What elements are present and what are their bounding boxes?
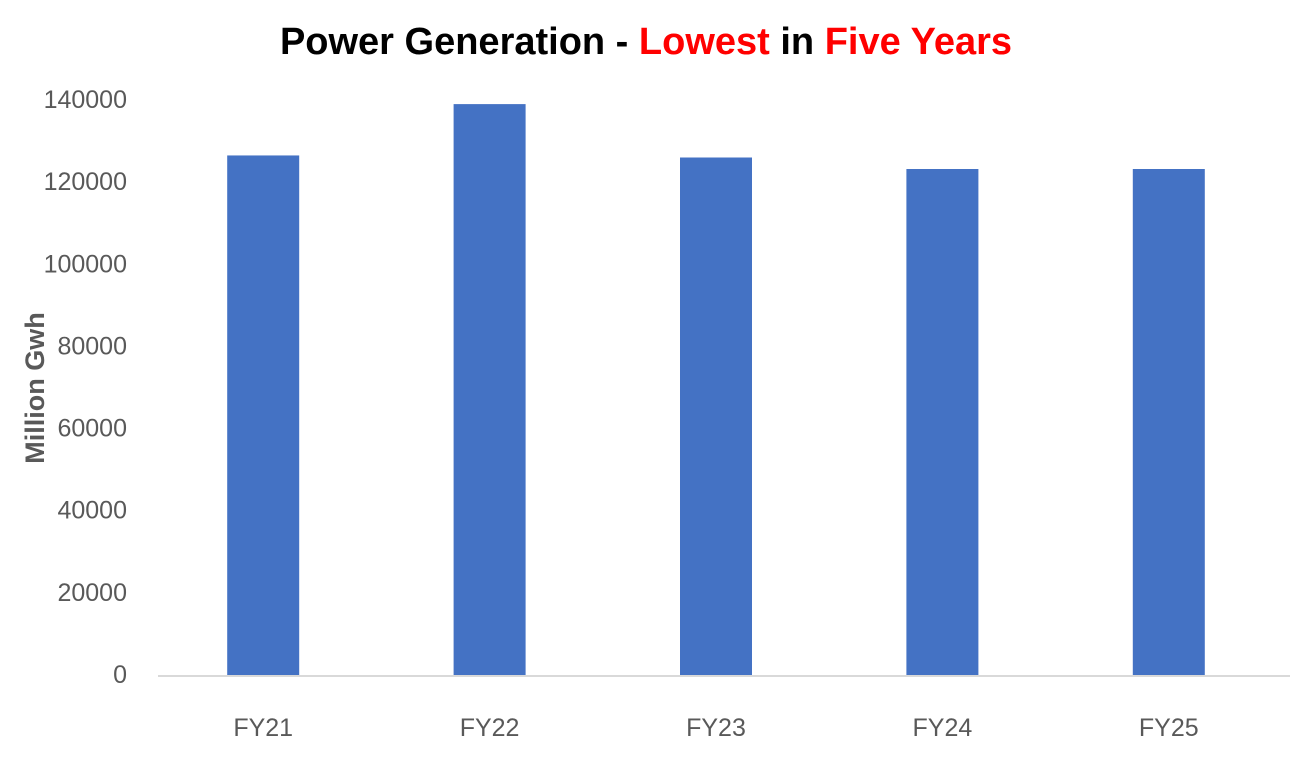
y-tick-label: 40000 (57, 497, 127, 525)
x-tick-label: FY24 (913, 714, 973, 742)
bar-series (227, 104, 1205, 676)
x-axis-ticks: FY21 FY22 FY23 FY24 FY25 (233, 714, 1198, 742)
chart-title-highlight: Lowest (638, 21, 770, 63)
bar-fy21 (227, 155, 300, 676)
bar-fy22 (453, 104, 526, 676)
bar-fy23 (680, 157, 752, 675)
y-tick-label: 120000 (44, 168, 127, 196)
x-tick-label: FY25 (1139, 714, 1199, 742)
chart-title-part: in (769, 21, 825, 63)
y-tick-label: 100000 (44, 250, 127, 278)
y-axis-label: Million Gwh (20, 312, 50, 463)
y-axis-ticks: 0 20000 40000 60000 80000 100000 120000 140000 (44, 86, 127, 689)
x-tick-label: FY23 (686, 714, 746, 742)
chart-title-part: Power Generation - (279, 21, 639, 63)
x-tick-label: FY22 (460, 714, 520, 742)
chart-title: Power Generation - Lowest in Five Years (0, 14, 1292, 70)
y-tick-label: 80000 (57, 332, 127, 360)
bar-fy25 (1132, 169, 1205, 675)
y-tick-label: 0 (113, 661, 127, 689)
y-tick-label: 60000 (57, 415, 127, 443)
chart-title-highlight: Five Years (824, 21, 1013, 63)
x-tick-label: FY21 (233, 714, 293, 742)
y-tick-label: 140000 (44, 86, 127, 114)
bar-fy24 (906, 169, 979, 675)
y-tick-label: 20000 (57, 579, 127, 607)
